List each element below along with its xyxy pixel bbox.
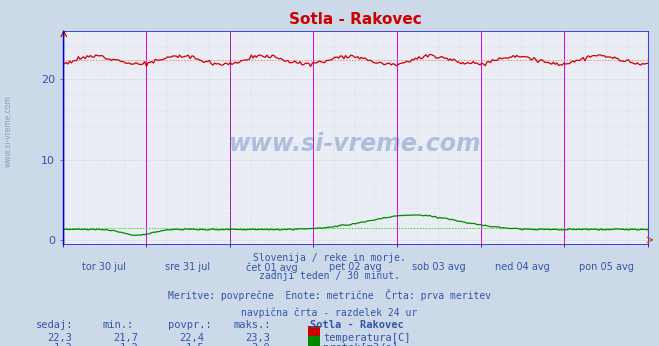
Text: 3,0: 3,0: [252, 343, 270, 346]
Text: min.:: min.:: [102, 320, 133, 330]
Text: sedaj:: sedaj:: [36, 320, 74, 330]
Text: 23,3: 23,3: [245, 333, 270, 343]
Text: 22,3: 22,3: [47, 333, 72, 343]
Text: Slovenija / reke in morje.: Slovenija / reke in morje.: [253, 253, 406, 263]
Title: Sotla - Rakovec: Sotla - Rakovec: [289, 12, 422, 27]
Text: sob 03 avg: sob 03 avg: [412, 262, 466, 272]
Text: 1,5: 1,5: [186, 343, 204, 346]
Text: Sotla - Rakovec: Sotla - Rakovec: [310, 320, 403, 330]
Text: ned 04 avg: ned 04 avg: [495, 262, 550, 272]
Text: pet 02 avg: pet 02 avg: [329, 262, 382, 272]
Text: 21,7: 21,7: [113, 333, 138, 343]
Text: temperatura[C]: temperatura[C]: [323, 333, 411, 343]
Text: 1,2: 1,2: [120, 343, 138, 346]
Text: čet 01 avg: čet 01 avg: [246, 262, 297, 273]
Text: 1,3: 1,3: [54, 343, 72, 346]
Text: povpr.:: povpr.:: [168, 320, 212, 330]
Text: Meritve: povprečne  Enote: metrične  Črta: prva meritev: Meritve: povprečne Enote: metrične Črta:…: [168, 289, 491, 301]
Text: www.si-vreme.com: www.si-vreme.com: [4, 95, 13, 167]
Text: pretok[m3/s]: pretok[m3/s]: [323, 343, 398, 346]
Text: 22,4: 22,4: [179, 333, 204, 343]
Text: pon 05 avg: pon 05 avg: [579, 262, 633, 272]
Text: maks.:: maks.:: [234, 320, 272, 330]
Text: www.si-vreme.com: www.si-vreme.com: [229, 132, 482, 156]
Text: sre 31 jul: sre 31 jul: [165, 262, 211, 272]
Text: navpična črta - razdelek 24 ur: navpična črta - razdelek 24 ur: [241, 307, 418, 318]
Text: zadnji teden / 30 minut.: zadnji teden / 30 minut.: [259, 271, 400, 281]
Text: tor 30 jul: tor 30 jul: [82, 262, 127, 272]
